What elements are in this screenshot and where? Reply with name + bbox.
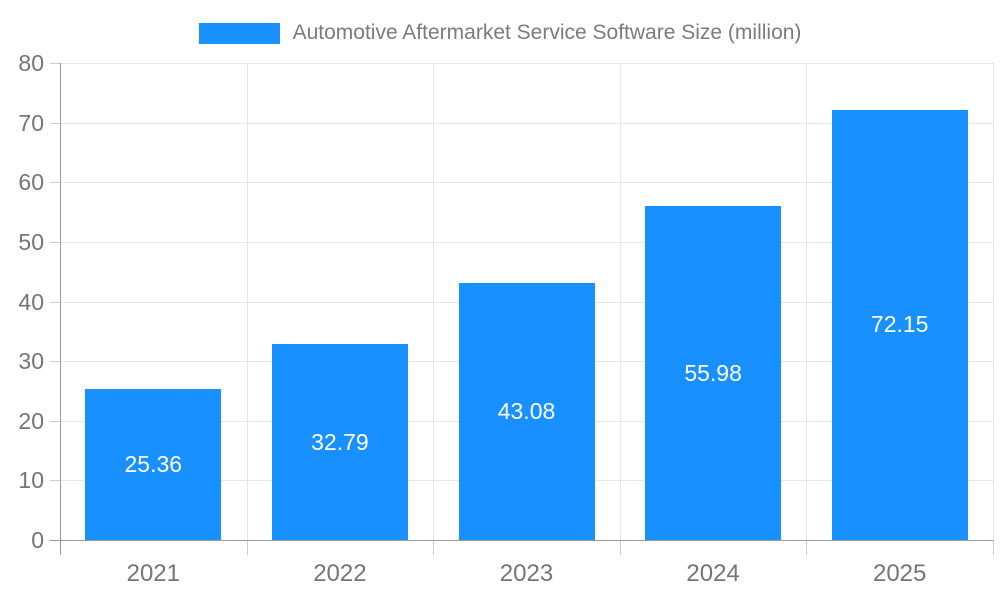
y-axis-tick xyxy=(50,301,60,303)
x-axis-label: 2024 xyxy=(686,560,740,587)
y-axis-tick xyxy=(50,241,60,243)
legend-swatch[interactable] xyxy=(198,22,280,44)
y-axis-label: 10 xyxy=(18,467,44,494)
x-gridline xyxy=(246,63,248,540)
bar-value-label: 43.08 xyxy=(497,398,556,425)
x-gridline xyxy=(993,63,994,540)
bar[interactable]: 43.08 xyxy=(458,283,595,540)
x-gridline xyxy=(619,63,621,540)
x-axis-label: 2022 xyxy=(313,560,367,587)
bar[interactable]: 32.79 xyxy=(271,344,408,540)
bar[interactable]: 72.15 xyxy=(831,109,968,540)
y-axis-label: 30 xyxy=(18,348,44,375)
y-axis-label: 40 xyxy=(18,288,44,315)
bar-value-label: 55.98 xyxy=(684,359,742,386)
y-axis-label: 50 xyxy=(18,228,44,255)
y-axis-tick xyxy=(50,420,60,422)
x-gridline xyxy=(433,63,435,540)
x-axis-tick xyxy=(433,540,435,555)
y-axis-label: 60 xyxy=(18,169,44,196)
bar-value-label: 72.15 xyxy=(870,311,929,338)
y-gridline xyxy=(60,182,993,184)
y-gridline xyxy=(60,241,993,243)
bar[interactable]: 55.98 xyxy=(645,206,782,540)
x-axis-tick xyxy=(806,540,808,555)
x-axis-label: 2025 xyxy=(872,560,927,587)
y-axis-tick xyxy=(50,480,60,482)
x-axis-tick xyxy=(993,540,994,555)
x-axis-label: 2023 xyxy=(499,560,554,587)
y-axis-tick xyxy=(50,182,60,184)
x-axis-tick xyxy=(619,540,621,555)
x-axis-line xyxy=(50,540,993,541)
y-gridline xyxy=(60,63,993,64)
x-axis-tick xyxy=(246,540,248,555)
legend-item[interactable]: Automotive Aftermarket Service Software … xyxy=(0,20,1000,46)
y-axis-tick xyxy=(50,361,60,363)
y-gridline xyxy=(60,122,993,124)
y-axis-line xyxy=(60,63,61,540)
legend-label: Automotive Aftermarket Service Software … xyxy=(292,21,802,44)
x-axis-label: 2021 xyxy=(126,560,180,587)
y-axis-label: 0 xyxy=(31,527,44,553)
y-axis-label: 70 xyxy=(18,109,44,136)
y-axis-label: 20 xyxy=(18,407,44,434)
bar-value-label: 32.79 xyxy=(311,428,369,455)
y-axis-tick xyxy=(50,122,60,124)
y-axis-label: 80 xyxy=(18,50,44,76)
y-axis-tick xyxy=(50,63,60,64)
bar-value-label: 25.36 xyxy=(124,450,183,477)
bar[interactable]: 25.36 xyxy=(85,388,222,540)
x-gridline xyxy=(806,63,808,540)
x-axis-tick xyxy=(60,540,61,555)
